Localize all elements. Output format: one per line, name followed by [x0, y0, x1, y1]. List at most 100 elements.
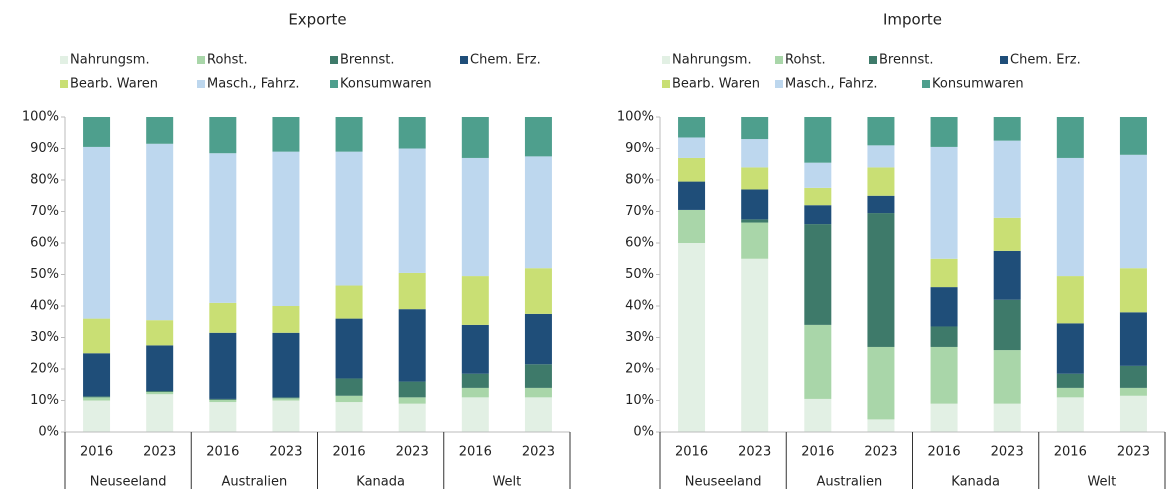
bar-segment: [146, 320, 174, 346]
bar-segment: [678, 181, 706, 210]
y-tick-label: 20%: [30, 362, 59, 377]
bar-segment: [335, 402, 363, 432]
legend-swatch: [922, 80, 930, 88]
x-tick-label: 2016: [459, 445, 492, 460]
bar-segment: [524, 156, 552, 269]
bar-segment: [398, 403, 426, 432]
bar-segment: [209, 402, 237, 432]
bar-segment: [1119, 387, 1147, 396]
bar-segment: [272, 398, 300, 401]
bar-segment: [867, 117, 895, 146]
bar-segment: [272, 332, 300, 398]
bar-segment: [993, 403, 1021, 432]
legend-swatch: [662, 80, 670, 88]
bar-segment: [804, 205, 832, 225]
bar-segment: [398, 309, 426, 382]
y-tick-label: 0%: [633, 425, 654, 440]
bar-segment: [1119, 395, 1147, 432]
y-tick-label: 50%: [30, 267, 59, 282]
group-label: Welt: [1087, 475, 1116, 489]
x-tick-label: 2016: [928, 445, 961, 460]
bar-segment: [804, 162, 832, 188]
legend-label: Nahrungsm.: [70, 53, 150, 68]
bar-segment: [804, 187, 832, 206]
chart-title: Exporte: [288, 11, 346, 29]
bar-segment: [461, 397, 489, 432]
bar-segment: [804, 324, 832, 399]
bar-segment: [930, 287, 958, 327]
bar-segment: [993, 117, 1021, 141]
legend-label: Chem. Erz.: [470, 53, 541, 68]
bar-segment: [1056, 387, 1084, 398]
y-tick-label: 60%: [625, 236, 654, 251]
bar-segment: [209, 399, 237, 403]
bar-segment: [209, 153, 237, 303]
bar-segment: [993, 299, 1021, 351]
legend-swatch: [775, 56, 783, 64]
bar-segment: [993, 350, 1021, 404]
bar-segment: [461, 276, 489, 325]
bar-segment: [398, 272, 426, 310]
legend-label: Masch., Fahrz.: [207, 77, 300, 92]
bar-segment: [398, 397, 426, 404]
bar-segment: [398, 117, 426, 149]
bar-segment: [867, 195, 895, 214]
y-tick-label: 0%: [38, 425, 59, 440]
bar-segment: [335, 151, 363, 286]
x-tick-label: 2023: [269, 445, 302, 460]
bar-segment: [741, 189, 769, 220]
bar-segment: [867, 167, 895, 196]
bar-segment: [146, 391, 174, 395]
bar-segment: [272, 400, 300, 432]
bar-segment: [741, 258, 769, 432]
group-label: Kanada: [356, 475, 405, 489]
bar-segment: [524, 364, 552, 388]
bar-segment: [804, 224, 832, 325]
bar-segment: [1056, 373, 1084, 388]
y-tick-label: 60%: [30, 236, 59, 251]
legend-swatch: [775, 80, 783, 88]
bar-segment: [678, 157, 706, 182]
bar-segment: [398, 381, 426, 398]
bar-segment: [146, 394, 174, 432]
y-tick-label: 70%: [30, 204, 59, 219]
bar-segment: [678, 137, 706, 158]
bar-segment: [146, 345, 174, 392]
legend-label: Nahrungsm.: [672, 53, 752, 68]
x-tick-label: 2023: [143, 445, 176, 460]
bar-segment: [83, 318, 111, 354]
y-tick-label: 20%: [625, 362, 654, 377]
group-label: Welt: [492, 475, 521, 489]
bar-segment: [209, 332, 237, 399]
bar-segment: [524, 387, 552, 398]
bar-segment: [83, 117, 111, 147]
legend-label: Bearb. Waren: [672, 77, 760, 92]
bar-segment: [524, 313, 552, 365]
group-label: Neuseeland: [685, 475, 762, 489]
legend-swatch: [330, 56, 338, 64]
legend-swatch: [1000, 56, 1008, 64]
y-tick-label: 70%: [625, 204, 654, 219]
x-tick-label: 2023: [1117, 445, 1150, 460]
legend-swatch: [330, 80, 338, 88]
legend-swatch: [197, 80, 205, 88]
bar-segment: [930, 403, 958, 432]
bar-segment: [741, 139, 769, 168]
y-tick-label: 40%: [30, 299, 59, 314]
bar-segment: [741, 222, 769, 259]
x-tick-label: 2016: [675, 445, 708, 460]
y-tick-label: 80%: [30, 173, 59, 188]
bar-segment: [867, 346, 895, 420]
bar-segment: [1119, 268, 1147, 313]
bar-segment: [930, 117, 958, 147]
bar-segment: [209, 398, 237, 400]
bar-segment: [1119, 117, 1147, 155]
bar-segment: [335, 285, 363, 319]
legend-label: Brennst.: [879, 53, 933, 68]
legend-swatch: [60, 80, 68, 88]
bar-segment: [524, 397, 552, 432]
bar-segment: [146, 143, 174, 321]
legend-label: Brennst.: [340, 53, 394, 68]
group-label: Australien: [816, 475, 882, 489]
bar-segment: [741, 167, 769, 190]
